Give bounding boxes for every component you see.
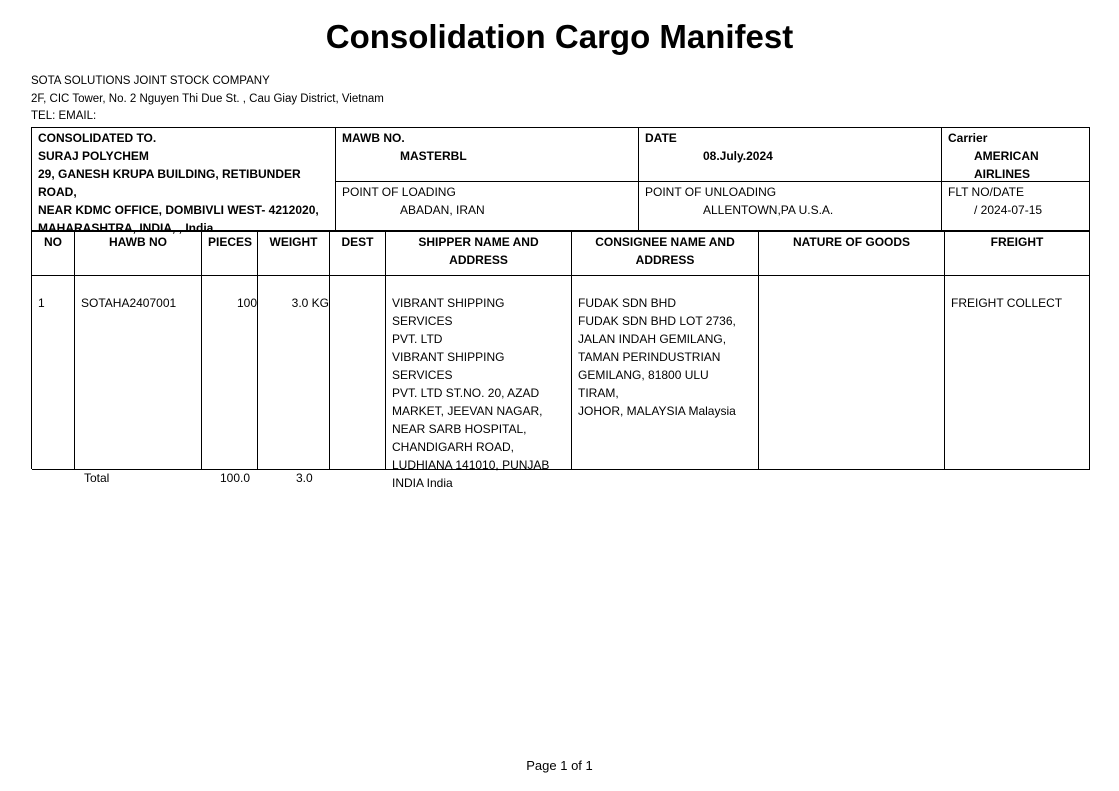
flt-cell: FLT NO/DATE / 2024-07-15 xyxy=(942,182,1090,231)
carrier-value: AMERICAN AIRLINES xyxy=(974,149,1039,181)
date-value: 08.July.2024 xyxy=(703,149,773,163)
consolidated-value: SURAJ POLYCHEM 29, GANESH KRUPA BUILDING… xyxy=(38,149,319,235)
carrier-cell: Carrier AMERICAN AIRLINES xyxy=(942,128,1090,182)
info-box: CONSOLIDATED TO. SURAJ POLYCHEM 29, GANE… xyxy=(31,127,1090,235)
header-hawb: HAWB NO xyxy=(75,232,202,276)
row-no: 1 xyxy=(32,276,75,470)
page-number: Page 1 of 1 xyxy=(526,758,593,773)
header-dest: DEST xyxy=(330,232,386,276)
header-pieces: PIECES xyxy=(202,232,258,276)
header-shipper: SHIPPER NAME AND ADDRESS xyxy=(386,232,572,276)
row-weight: 3.0 KG xyxy=(258,276,330,470)
row-consignee: FUDAK SDN BHD FUDAK SDN BHD LOT 2736, JA… xyxy=(572,276,759,470)
carrier-label: Carrier xyxy=(948,131,988,145)
company-contact: TEL: EMAIL: xyxy=(31,110,97,122)
consolidated-to-cell: CONSOLIDATED TO. SURAJ POLYCHEM 29, GANE… xyxy=(32,128,336,235)
total-label: Total xyxy=(84,471,110,485)
row-hawb: SOTAHA2407001 xyxy=(75,276,202,470)
total-weight: 3.0 xyxy=(296,471,313,485)
total-pieces: 100.0 xyxy=(220,471,251,485)
pol-value: ABADAN, IRAN xyxy=(400,203,485,217)
row-nature xyxy=(759,276,945,470)
header-weight: WEIGHT xyxy=(258,232,330,276)
company-name: SOTA SOLUTIONS JOINT STOCK COMPANY xyxy=(31,75,270,87)
pol-cell: POINT OF LOADING ABADAN, IRAN xyxy=(336,182,639,231)
header-nature: NATURE OF GOODS xyxy=(759,232,945,276)
flt-label: FLT NO/DATE xyxy=(948,185,1025,199)
mawb-label: MAWB NO. xyxy=(342,131,405,145)
pou-label: POINT OF UNLOADING xyxy=(645,185,777,199)
mawb-value: MASTERBL xyxy=(400,149,467,163)
date-label: DATE xyxy=(645,131,677,145)
company-address: 2F, CIC Tower, No. 2 Nguyen Thi Due St. … xyxy=(31,93,384,105)
cargo-table: NO HAWB NO PIECES WEIGHT DEST SHIPPER NA… xyxy=(31,230,1090,490)
pol-label: POINT OF LOADING xyxy=(342,185,456,199)
row-freight: FREIGHT COLLECT xyxy=(945,276,1090,470)
pou-value: ALLENTOWN,PA U.S.A. xyxy=(703,203,834,217)
mawb-cell: MAWB NO. MASTERBL xyxy=(336,128,639,182)
pou-cell: POINT OF UNLOADING ALLENTOWN,PA U.S.A. xyxy=(639,182,942,231)
header-no: NO xyxy=(32,232,75,276)
header-freight: FREIGHT xyxy=(945,232,1090,276)
page-title: Consolidation Cargo Manifest xyxy=(325,18,794,55)
header-consignee: CONSIGNEE NAME AND ADDRESS xyxy=(572,232,759,276)
consolidated-label: CONSOLIDATED TO. xyxy=(38,131,157,145)
row-shipper: VIBRANT SHIPPING SERVICES PVT. LTD VIBRA… xyxy=(386,276,572,490)
row-dest xyxy=(330,276,386,470)
flt-value: / 2024-07-15 xyxy=(974,203,1043,217)
row-pieces: 100 xyxy=(202,276,258,470)
date-cell: DATE 08.July.2024 xyxy=(639,128,942,182)
